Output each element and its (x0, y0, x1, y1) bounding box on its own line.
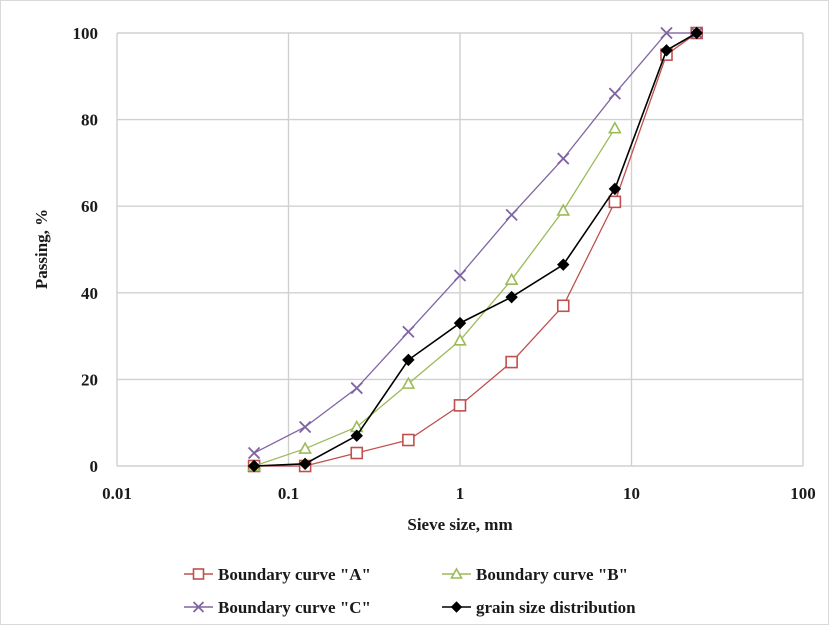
data-point (453, 399, 467, 412)
y-tick-label: 40 (81, 284, 98, 303)
data-point-stroke (660, 26, 673, 40)
data-point (505, 208, 518, 221)
data-point (350, 446, 364, 460)
legend-label: Boundary curve "C" (218, 598, 371, 617)
data-point-stroke (192, 601, 205, 613)
data-point (453, 316, 467, 330)
data-point-stroke (247, 446, 261, 460)
legend-item-2: Boundary curve "B" (442, 565, 628, 584)
series-line (253, 32, 697, 454)
legend-label: Boundary curve "A" (218, 565, 371, 584)
series-1 (247, 26, 704, 473)
data-point (350, 381, 363, 395)
series-layer (247, 26, 704, 473)
legend: Boundary curve "A" Boundary curve "B" Boun… (184, 565, 636, 617)
series-line (254, 32, 698, 467)
data-point-stroke (557, 152, 570, 165)
data-point (192, 601, 205, 613)
data-point (401, 376, 416, 389)
y-tick-label: 20 (81, 370, 98, 389)
data-point (298, 457, 312, 471)
data-point (608, 121, 622, 134)
data-point (690, 26, 703, 40)
y-tick-label: 100 (73, 24, 99, 43)
y-tick-label: 0 (90, 457, 99, 476)
data-point (504, 272, 519, 286)
data-point (556, 203, 571, 216)
data-point (450, 567, 463, 579)
data-point (557, 258, 570, 271)
y-axis-title: Passing, % (32, 209, 51, 289)
data-point-stroke (298, 420, 312, 434)
data-point-stroke (402, 325, 415, 338)
data-point (192, 568, 205, 580)
series-2 (247, 121, 622, 472)
data-point (402, 325, 415, 338)
legend-item-1: Boundary curve "A" (184, 565, 371, 584)
x-tick-label: 100 (790, 484, 816, 503)
data-point (505, 355, 518, 369)
data-point (608, 182, 622, 196)
legend-item-4: grain size distribution (442, 598, 636, 617)
data-point (453, 269, 467, 282)
data-point-stroke (505, 208, 518, 221)
data-point (402, 433, 415, 447)
series-line (254, 32, 698, 467)
data-point (350, 429, 363, 442)
y-tick-label: 80 (81, 111, 98, 130)
series-line (253, 127, 616, 467)
data-point (247, 446, 261, 460)
data-point (557, 152, 570, 165)
x-tick-label: 1 (456, 484, 465, 503)
data-point (660, 26, 673, 40)
data-point-stroke (608, 87, 622, 100)
data-point (247, 459, 261, 473)
x-tick-label: 0.01 (102, 484, 132, 503)
data-point (556, 299, 570, 313)
series-3 (247, 26, 703, 460)
tick-labels: 0 20 40 60 80 100 0.01 0.1 1 10 100 (73, 24, 816, 503)
data-point (450, 601, 463, 613)
data-point (505, 290, 518, 304)
data-point (608, 87, 622, 100)
data-point (660, 44, 673, 57)
data-point (453, 333, 467, 346)
legend-label: grain size distribution (476, 598, 636, 617)
data-point (298, 441, 312, 454)
x-tick-label: 10 (623, 484, 640, 503)
legend-label: Boundary curve "B" (476, 565, 628, 584)
series-4 (247, 26, 703, 473)
data-point-stroke (350, 381, 363, 395)
x-tick-label: 0.1 (278, 484, 299, 503)
data-point-stroke (453, 269, 467, 282)
legend-item-3: Boundary curve "C" (184, 598, 371, 617)
data-point (298, 420, 312, 434)
data-point (608, 195, 622, 209)
data-point (402, 353, 415, 367)
y-tick-label: 60 (81, 197, 98, 216)
gridlines (116, 32, 804, 467)
x-axis-title: Sieve size, mm (407, 515, 512, 534)
